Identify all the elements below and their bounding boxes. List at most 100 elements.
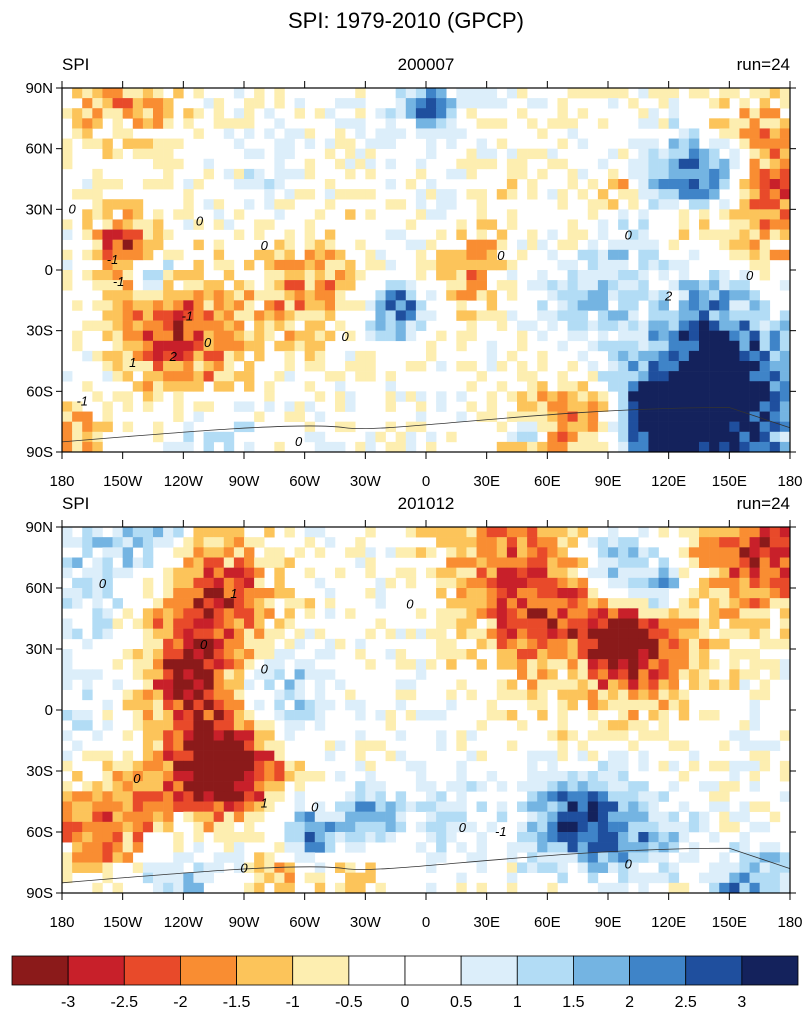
field-cell xyxy=(102,371,113,382)
field-cell xyxy=(699,659,710,670)
field-cell xyxy=(567,391,578,402)
field-cell xyxy=(324,310,336,321)
field-cell xyxy=(142,527,154,538)
field-cell xyxy=(193,832,204,843)
field-cell xyxy=(567,330,578,342)
field-cell xyxy=(203,781,214,792)
field-cell xyxy=(547,441,558,453)
field-cell xyxy=(122,537,134,548)
field-cell xyxy=(102,588,113,599)
field-cell xyxy=(173,567,184,579)
field-cell xyxy=(658,832,669,843)
field-cell xyxy=(466,852,477,863)
field-cell xyxy=(274,659,285,670)
field-cell xyxy=(395,108,407,119)
field-cell xyxy=(284,730,295,741)
field-cell xyxy=(102,720,113,731)
field-cell xyxy=(244,199,255,210)
field-cell xyxy=(82,108,93,119)
field-cell xyxy=(244,638,255,650)
field-cell xyxy=(699,229,710,240)
field-cell xyxy=(597,638,609,650)
field-cell xyxy=(62,821,73,833)
field-cell xyxy=(577,862,589,873)
field-cell xyxy=(769,168,781,180)
field-cell xyxy=(193,740,204,751)
field-cell xyxy=(122,350,134,362)
field-cell xyxy=(233,781,245,792)
field-cell xyxy=(567,638,578,650)
field-cell xyxy=(203,401,214,412)
field-cell xyxy=(638,547,649,558)
field-cell xyxy=(618,431,629,443)
field-cell xyxy=(102,750,113,762)
field-cell xyxy=(476,371,487,382)
field-cell xyxy=(628,340,639,352)
field-cell xyxy=(618,760,629,772)
field-cell xyxy=(496,638,508,650)
field-cell xyxy=(719,128,730,139)
field-cell xyxy=(517,659,528,670)
field-cell xyxy=(163,330,174,342)
field-cell xyxy=(163,771,174,782)
field-cell xyxy=(739,300,750,311)
contour-label: 0 xyxy=(204,335,212,350)
field-cell xyxy=(62,649,73,660)
field-cell xyxy=(739,679,750,690)
field-cell xyxy=(749,567,760,579)
field-cell xyxy=(446,649,457,660)
field-cell xyxy=(476,598,487,609)
field-cell xyxy=(365,547,376,558)
field-cell xyxy=(456,771,467,782)
field-cell xyxy=(122,391,134,402)
field-cell xyxy=(648,431,659,443)
field-cell xyxy=(628,638,639,650)
field-cell xyxy=(557,118,568,129)
field-cell xyxy=(153,340,164,352)
field-cell xyxy=(688,199,700,210)
field-cell xyxy=(537,659,548,670)
field-cell xyxy=(345,300,356,311)
field-cell xyxy=(587,259,599,271)
field-cell xyxy=(163,310,174,321)
field-cell xyxy=(739,401,750,412)
field-cell xyxy=(729,872,740,884)
field-cell xyxy=(233,699,245,711)
contour-label: 1 xyxy=(230,586,237,601)
field-cell xyxy=(173,88,184,99)
field-cell xyxy=(648,638,659,650)
field-cell xyxy=(466,108,477,119)
field-cell xyxy=(395,547,407,558)
field-cell xyxy=(517,669,528,680)
field-cell xyxy=(749,862,760,873)
field-cell xyxy=(658,148,669,160)
field-cell xyxy=(102,300,113,311)
field-cell xyxy=(213,862,225,873)
field-cell xyxy=(213,588,225,599)
field-cell xyxy=(759,270,771,281)
field-cell xyxy=(678,431,690,443)
field-cell xyxy=(658,199,669,210)
field-cell xyxy=(294,801,305,812)
field-cell xyxy=(163,300,174,311)
field-cell xyxy=(739,598,750,609)
field-cell xyxy=(142,88,154,99)
field-cell xyxy=(709,229,720,240)
field-cell xyxy=(608,598,619,609)
field-cell xyxy=(223,537,235,548)
field-cell xyxy=(739,280,750,291)
field-cell xyxy=(749,740,760,751)
field-cell xyxy=(628,350,639,362)
field-cell xyxy=(153,118,164,129)
field-cell xyxy=(92,862,103,873)
field-cell xyxy=(719,791,730,802)
field-cell xyxy=(719,588,730,599)
field-cell xyxy=(213,340,225,352)
field-cell xyxy=(173,730,184,741)
field-cell xyxy=(304,699,316,711)
field-cell xyxy=(456,577,467,589)
field-cell xyxy=(749,391,760,402)
field-cell xyxy=(163,249,174,261)
field-cell xyxy=(193,330,204,342)
field-cell xyxy=(112,811,123,823)
